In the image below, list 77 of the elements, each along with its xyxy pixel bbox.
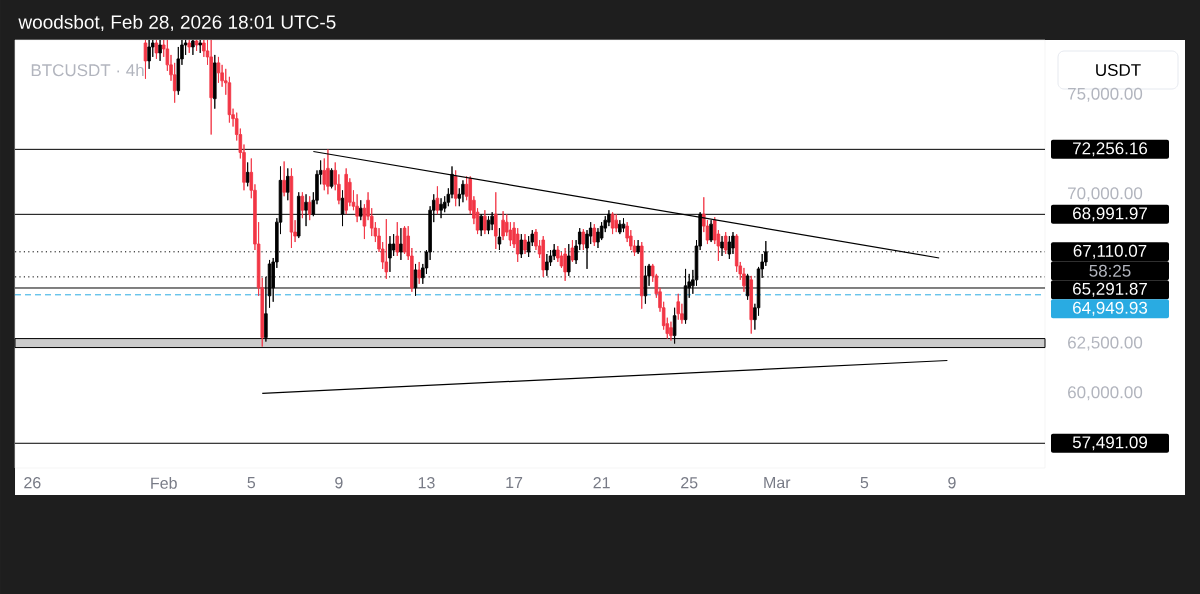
x-tick-label: 21 bbox=[593, 477, 610, 489]
candlestick bbox=[245, 161, 250, 187]
ref-line-label: 64,949.93 bbox=[1073, 301, 1148, 316]
candlestick bbox=[384, 218, 389, 280]
ref-line-label: 65,291.87 bbox=[1073, 282, 1147, 297]
candlestick bbox=[614, 213, 618, 233]
candlestick bbox=[399, 227, 403, 261]
text: 58:25 bbox=[1089, 264, 1131, 277]
candlestick bbox=[669, 321, 673, 342]
candlestick bbox=[570, 239, 575, 263]
candlestick bbox=[610, 211, 615, 235]
candlestick bbox=[282, 160, 286, 197]
candlestick bbox=[453, 169, 458, 207]
candlestick bbox=[194, 39, 199, 52]
x-tick-label: Feb bbox=[151, 477, 177, 489]
y-tick-label: 62,500.00 bbox=[1068, 336, 1143, 351]
candlestick bbox=[727, 235, 732, 260]
candlestick bbox=[723, 231, 728, 255]
candlestick bbox=[326, 149, 330, 195]
ref-line-label: 67,110.07 bbox=[1073, 244, 1147, 259]
x-tick-label: 5 bbox=[247, 477, 256, 489]
x-tick-label: 9 bbox=[948, 477, 956, 489]
ref-line-label: 68,991.97 bbox=[1073, 207, 1147, 222]
ref-line-label: 72,256.16 bbox=[1073, 142, 1148, 157]
candlestick bbox=[355, 193, 359, 223]
x-tick-label: 5 bbox=[860, 477, 869, 489]
candlestick bbox=[640, 241, 644, 310]
candlestick bbox=[541, 235, 545, 278]
candlestick bbox=[216, 56, 221, 84]
candlestick bbox=[581, 228, 586, 251]
x-tick-label: 25 bbox=[681, 477, 698, 489]
candlestick bbox=[300, 191, 305, 219]
candlestick bbox=[147, 39, 151, 70]
candlestick bbox=[359, 199, 363, 221]
candlestick bbox=[191, 39, 195, 56]
candlestick bbox=[209, 39, 213, 135]
candlestick bbox=[417, 261, 421, 285]
candlestick bbox=[709, 219, 713, 243]
candlestick bbox=[545, 253, 549, 277]
y-tick-label: 75,000.00 bbox=[1068, 87, 1143, 102]
candlestick bbox=[154, 39, 159, 60]
text: woodsbot, Feb 28, 2026 18:01 UTC-5 bbox=[18, 14, 336, 32]
ref-line-label: 57,491.09 bbox=[1072, 436, 1148, 451]
x-tick-label: Mar bbox=[764, 477, 791, 489]
candlestick bbox=[461, 179, 465, 203]
candlestick bbox=[749, 275, 754, 335]
x-tick-label: 26 bbox=[24, 477, 41, 489]
candlestick bbox=[501, 210, 505, 241]
y-axis-title: USDT bbox=[1096, 63, 1141, 76]
candlestick bbox=[621, 217, 626, 233]
candlestick bbox=[329, 167, 334, 189]
candlestick bbox=[636, 239, 640, 255]
candlestick bbox=[523, 233, 527, 255]
candlestick bbox=[344, 167, 348, 215]
candlestick bbox=[483, 209, 487, 235]
candlestick bbox=[676, 293, 681, 321]
candlestick bbox=[307, 195, 312, 221]
candlestick bbox=[289, 167, 294, 249]
candlestick bbox=[435, 185, 440, 215]
x-tick-label: 13 bbox=[418, 477, 435, 489]
candlestick bbox=[494, 191, 498, 250]
candlestick bbox=[158, 39, 162, 62]
candlestick bbox=[198, 39, 202, 54]
text: BTCUSDT · 4h bbox=[31, 63, 144, 77]
candlestick bbox=[592, 223, 597, 247]
candlestick bbox=[618, 219, 622, 235]
y-tick-label: 70,000.00 bbox=[1068, 187, 1143, 202]
candlestick bbox=[187, 39, 192, 54]
x-tick-label: 17 bbox=[506, 477, 523, 489]
candlestick bbox=[143, 39, 148, 80]
candlestick bbox=[563, 247, 567, 282]
candlestick bbox=[395, 221, 400, 257]
candlestick bbox=[286, 167, 290, 201]
candlestick bbox=[519, 233, 524, 259]
y-tick-label: 60,000.00 bbox=[1068, 386, 1143, 401]
x-tick-label: 9 bbox=[335, 477, 343, 489]
candlestick bbox=[213, 54, 217, 110]
